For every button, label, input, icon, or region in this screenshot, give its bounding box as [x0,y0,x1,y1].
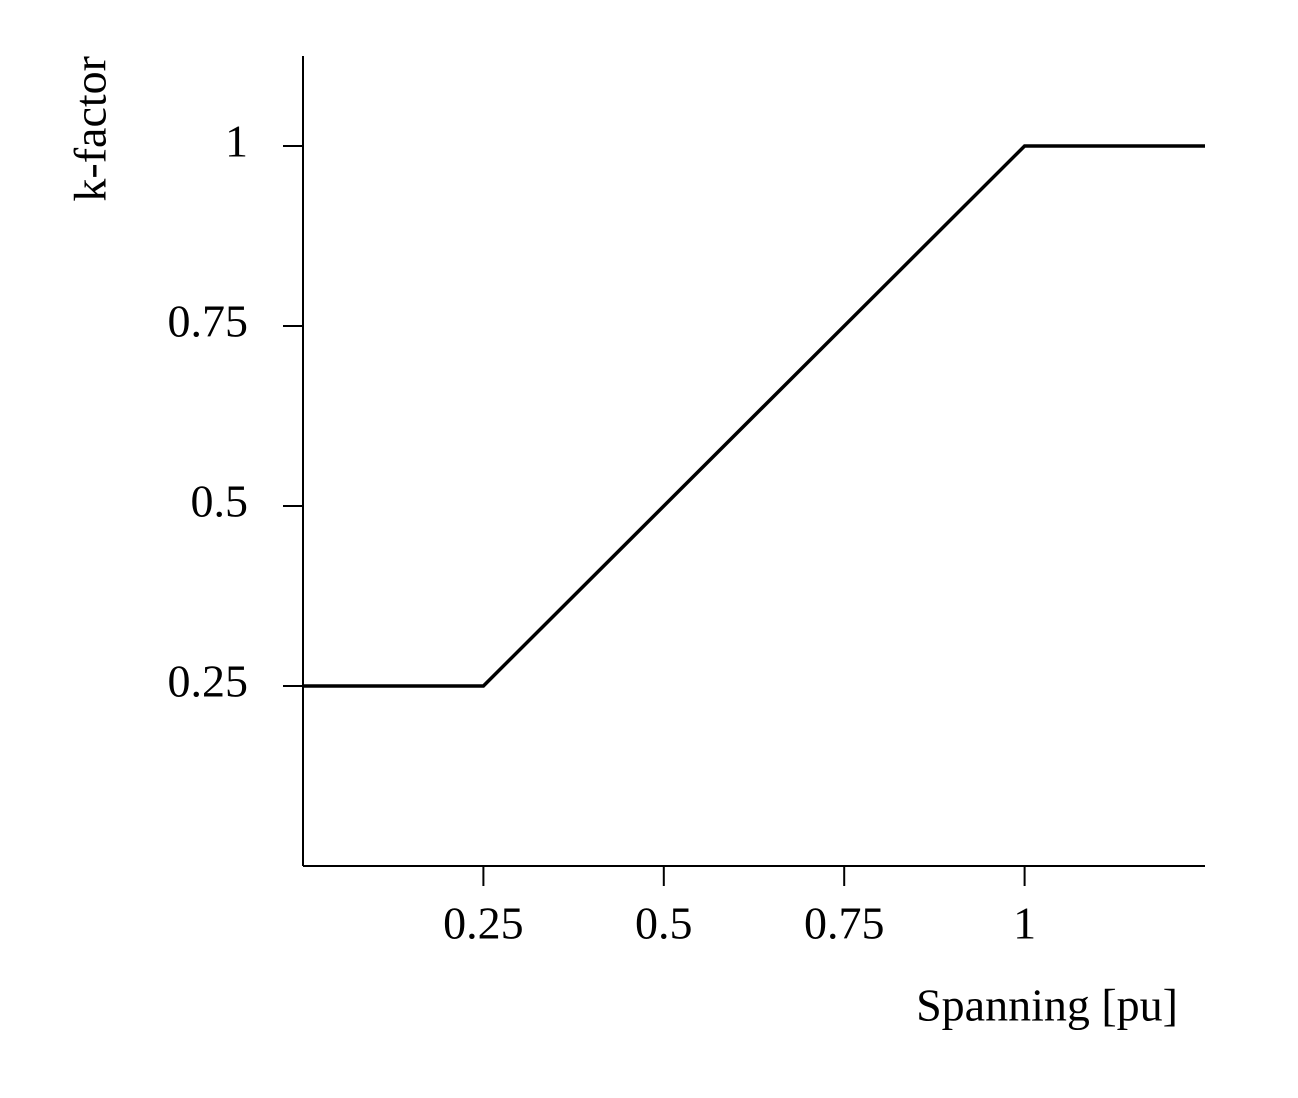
x-tick-label: 1 [1013,898,1036,949]
x-tick-label: 0.75 [804,898,885,949]
x-tick-label: 0.5 [635,898,693,949]
line-series [303,144,1205,688]
y-tick-label: 0.75 [168,296,249,347]
x-tick-label: 0.25 [443,898,524,949]
x-axis-label: Spanning [pu] [916,980,1178,1031]
y-axis-label: k-factor [65,56,116,202]
y-tick-label: 0.25 [168,656,249,707]
y-tick-label: 1 [225,116,248,167]
y-tick-label: 0.5 [191,476,249,527]
